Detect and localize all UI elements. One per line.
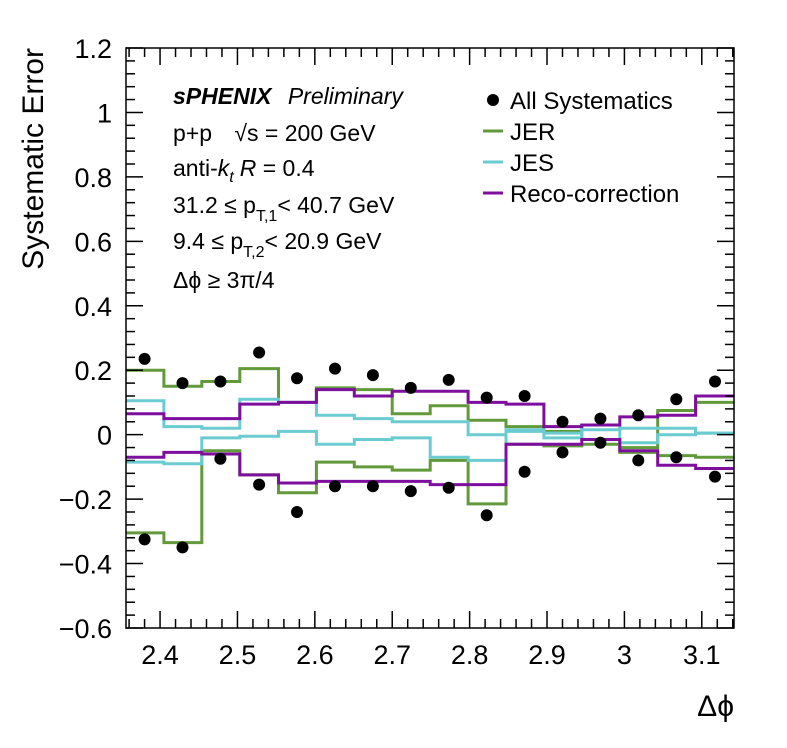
x-tick-label: 2.5: [219, 640, 257, 670]
point-all-systematics-down: [480, 509, 493, 522]
legend-label-jes: JES: [510, 150, 554, 177]
point-all-systematics-down: [442, 481, 455, 494]
point-all-systematics-up: [214, 375, 227, 388]
point-all-systematics-up: [670, 393, 683, 406]
y-tick-label: −0.6: [59, 614, 112, 644]
x-tick-label: 2.6: [296, 640, 334, 670]
y-tick-label: −0.2: [59, 485, 112, 515]
point-all-systematics-up: [329, 362, 341, 375]
axis-ticks: [126, 47, 734, 629]
point-all-systematics-down: [253, 478, 266, 491]
legend-label-reco-correction: Reco-correction: [510, 181, 679, 208]
point-all-systematics-down: [632, 454, 645, 467]
x-tick-label: 2.8: [451, 640, 489, 670]
annotation-block: sPHENIX Preliminary p+p √s = 200 GeV ant…: [173, 83, 404, 293]
y-axis-title: Systematic Error: [17, 48, 50, 270]
legend-label-jer: JER: [510, 119, 555, 146]
series-line-reco-correction-up: [126, 388, 735, 429]
point-all-systematics-up: [138, 352, 151, 365]
x-tick-label: 2.4: [141, 640, 179, 670]
subleading-pt-cut: 9.4 ≤ pT,2< 20.9 GeV: [173, 228, 382, 261]
y-tick-label: −0.4: [59, 550, 112, 580]
x-tick-label: 3.1: [683, 640, 721, 670]
experiment-label: sPHENIX Preliminary: [173, 83, 404, 109]
point-all-systematics-down: [594, 436, 607, 449]
y-tick-label: 0.6: [74, 227, 112, 257]
x-tick-label: 3: [617, 640, 632, 670]
point-all-systematics-down: [556, 446, 569, 459]
point-all-systematics-up: [632, 409, 645, 422]
point-all-systematics-up: [366, 369, 379, 382]
point-all-systematics-up: [594, 412, 607, 425]
point-all-systematics-down: [518, 465, 531, 478]
jet-algorithm-label: anti-kt R = 0.4: [173, 155, 315, 186]
leading-pt-cut: 31.2 ≤ pT,1< 40.7 GeV: [173, 192, 395, 225]
dphi-cut: Δϕ ≥ 3π/4: [173, 267, 275, 293]
point-all-systematics-down: [176, 541, 189, 554]
collision-label: p+p √s = 200 GeV: [173, 120, 376, 146]
point-all-systematics-down: [329, 480, 341, 493]
point-all-systematics-down: [366, 480, 379, 493]
x-tick-label: 2.9: [528, 640, 566, 670]
point-all-systematics-up: [709, 375, 721, 388]
point-all-systematics-up: [253, 346, 266, 359]
point-all-systematics-down: [291, 506, 303, 518]
point-all-systematics-up: [176, 377, 189, 390]
legend-label-all-systematics: All Systematics: [510, 88, 673, 115]
point-all-systematics-up: [404, 381, 417, 394]
y-tick-label: 0.4: [74, 292, 112, 322]
y-tick-label: 0.8: [74, 163, 112, 193]
point-all-systematics-up: [291, 372, 303, 385]
point-all-systematics-down: [709, 470, 721, 483]
plot-frame: [125, 47, 735, 629]
y-tick-label: 1: [97, 98, 112, 128]
legend: All Systematics JER JES Reco-correction: [483, 88, 679, 208]
y-tick-label: 1.2: [74, 34, 112, 64]
points-layer: [138, 346, 721, 554]
x-axis-title: Δϕ: [697, 690, 734, 723]
point-all-systematics-down: [138, 533, 151, 546]
point-all-systematics-up: [518, 390, 531, 402]
y-tick-label: 0.2: [74, 356, 112, 386]
point-all-systematics-down: [404, 485, 417, 498]
point-all-systematics-up: [480, 391, 493, 404]
x-tick-label: 2.7: [373, 640, 411, 670]
point-all-systematics-up: [442, 373, 455, 386]
legend-marker-all-systematics: [487, 94, 499, 106]
y-tick-label: 0: [97, 421, 112, 451]
point-all-systematics-down: [214, 452, 227, 465]
point-all-systematics-up: [556, 415, 569, 428]
point-all-systematics-down: [670, 451, 683, 464]
tick-labels: 2.4 2.5 2.6 2.7 2.8 2.9 3 3.1 −0.6 −0.4 −0.2 0 0.2 0.…: [59, 34, 721, 670]
